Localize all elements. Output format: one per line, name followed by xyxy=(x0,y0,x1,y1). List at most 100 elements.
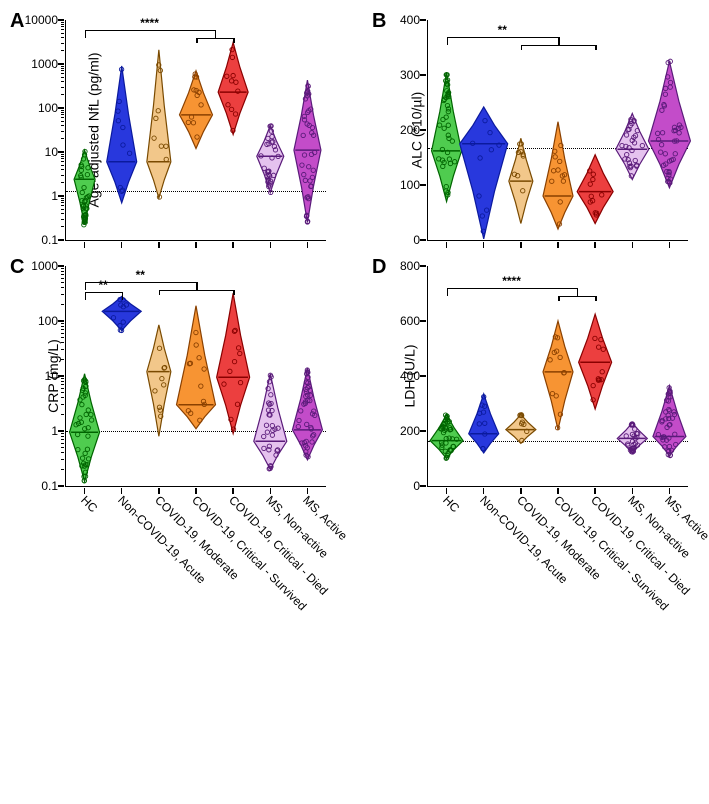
ytick-label: 400 xyxy=(400,13,428,27)
ytick-minor xyxy=(61,459,64,460)
ytick-minor xyxy=(61,333,64,334)
ytick-minor xyxy=(61,77,64,78)
ytick-minor xyxy=(61,304,64,305)
sig-label: **** xyxy=(140,16,159,30)
ytick-minor xyxy=(61,117,64,118)
xtick xyxy=(446,242,448,248)
ytick-minor xyxy=(61,213,64,214)
ytick-label: 10 xyxy=(45,369,66,383)
ytick-minor xyxy=(61,469,64,470)
sig-bracket xyxy=(215,30,217,38)
chart-D: LDH (U/L) 0200400600800**** xyxy=(427,266,709,487)
xtick xyxy=(520,242,522,248)
ytick-minor xyxy=(61,29,64,30)
ytick-minor xyxy=(61,205,64,206)
ytick-label: 100 xyxy=(38,101,66,115)
ytick-minor xyxy=(61,349,64,350)
chart-C: CRP (mg/L) 0.11101001000**** xyxy=(65,266,357,487)
violin xyxy=(543,122,573,229)
xtick xyxy=(84,242,86,248)
ytick-label: 100 xyxy=(38,314,66,328)
ytick-minor xyxy=(61,329,64,330)
ytick-label: 200 xyxy=(400,424,428,438)
panel-label: B xyxy=(372,10,386,33)
ytick-label: 1 xyxy=(51,424,66,438)
panel-B: B ALC (*10/µl) 0100200300400** xyxy=(372,10,709,241)
ytick-minor xyxy=(61,169,64,170)
violin xyxy=(460,107,508,239)
sig-label: ** xyxy=(498,23,507,37)
sig-bracket xyxy=(196,282,198,290)
ytick-minor xyxy=(61,209,64,210)
sig-bracket xyxy=(558,296,560,301)
ytick-minor xyxy=(61,161,64,162)
ytick-label: 0.1 xyxy=(41,233,66,247)
sig-bracket xyxy=(521,45,523,50)
sig-bracket xyxy=(577,288,579,296)
ytick-minor xyxy=(61,131,64,132)
ytick-minor xyxy=(61,443,64,444)
xtick xyxy=(557,242,559,248)
violin xyxy=(107,66,137,203)
ytick-minor xyxy=(61,397,64,398)
ytick-label: 10 xyxy=(45,145,66,159)
sig-label: ** xyxy=(98,278,107,292)
sig-bracket xyxy=(159,290,233,291)
category-label: HC xyxy=(440,493,462,515)
plot-area-D: LDH (U/L) 0200400600800**** xyxy=(427,266,688,487)
xtick xyxy=(232,242,234,248)
sig-bracket xyxy=(85,292,122,293)
ytick-minor xyxy=(61,447,64,448)
xlabels-C: HCNon-COVID-19, AcuteCOVID-19, ModerateC… xyxy=(65,487,325,667)
ytick-label: 300 xyxy=(400,68,428,82)
xtick xyxy=(483,242,485,248)
sig-bracket xyxy=(558,37,560,45)
ytick-minor xyxy=(61,121,64,122)
sig-bracket xyxy=(122,292,124,300)
sig-bracket xyxy=(447,37,558,38)
ytick-label: 1000 xyxy=(31,57,66,71)
ytick-minor xyxy=(61,43,64,44)
ytick-minor xyxy=(61,337,64,338)
plot-area-C: CRP (mg/L) 0.11101001000**** xyxy=(65,266,326,487)
ytick-minor xyxy=(61,73,64,74)
ytick-minor xyxy=(61,278,64,279)
sig-bracket xyxy=(233,290,235,295)
panel-label: C xyxy=(10,256,24,279)
ytick-minor xyxy=(61,287,64,288)
panel-D: D LDH (U/L) 0200400600800**** HCNon-COVI… xyxy=(372,256,709,667)
sig-bracket xyxy=(85,30,215,31)
sig-bracket xyxy=(595,296,597,301)
ytick-minor xyxy=(61,282,64,283)
chart-A: Age-adjusted NfL (pg/ml) 0.1110100100010… xyxy=(65,20,357,241)
ytick-label: 600 xyxy=(400,314,428,328)
violin xyxy=(147,325,171,436)
ytick-minor xyxy=(61,294,64,295)
panel-C: C CRP (mg/L) 0.11101001000**** HCNon-COV… xyxy=(10,256,357,667)
xtick xyxy=(195,242,197,248)
ytick-minor xyxy=(61,219,64,220)
violins-svg xyxy=(66,20,326,240)
ytick-minor xyxy=(61,388,64,389)
ytick-minor xyxy=(61,33,64,34)
ytick-minor xyxy=(61,165,64,166)
violin xyxy=(469,394,499,453)
xlabels-D: HCNon-COVID-19, AcuteCOVID-19, ModerateC… xyxy=(427,487,687,667)
ytick-minor xyxy=(61,182,64,183)
sig-label: ** xyxy=(136,268,145,282)
ytick-label: 1 xyxy=(51,189,66,203)
ytick-minor xyxy=(61,125,64,126)
xtick xyxy=(594,242,596,248)
xtick xyxy=(307,242,309,248)
ytick-label: 0 xyxy=(413,479,428,493)
ytick-minor xyxy=(61,87,64,88)
sig-bracket xyxy=(521,45,595,46)
sig-bracket xyxy=(196,38,233,39)
violins-svg xyxy=(66,266,326,486)
plot-area-B: ALC (*10/µl) 0100200300400** xyxy=(427,20,688,241)
sig-label: **** xyxy=(502,274,521,288)
ytick-minor xyxy=(61,175,64,176)
xtick xyxy=(632,242,634,248)
violin xyxy=(177,306,216,429)
sig-bracket xyxy=(85,30,87,38)
